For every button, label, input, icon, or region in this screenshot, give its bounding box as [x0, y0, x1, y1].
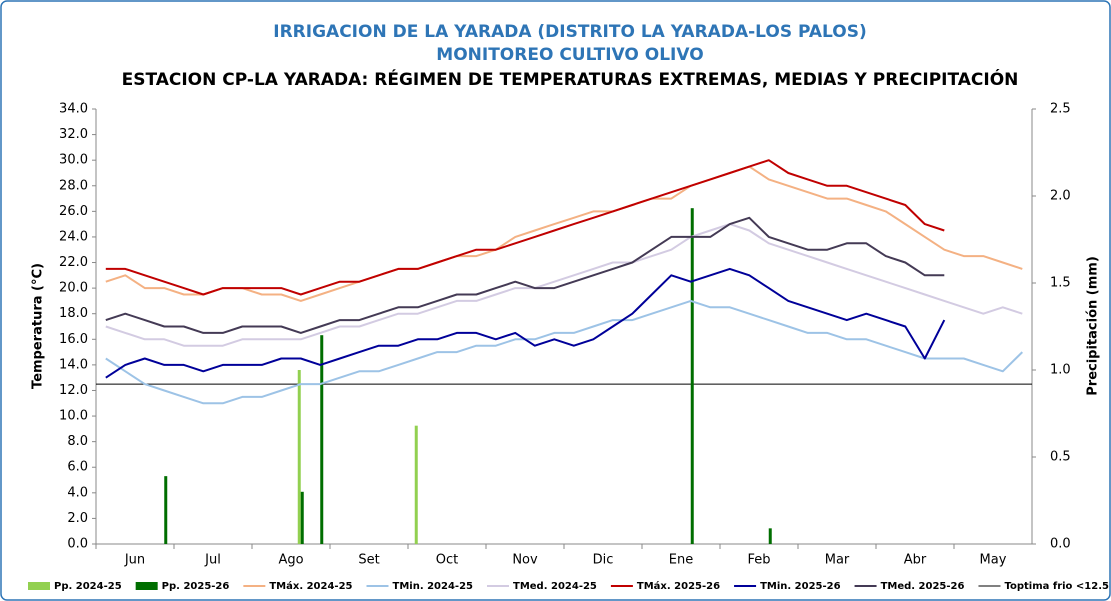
y2-axis-label: Precipitación (mm) — [1086, 256, 1101, 396]
y2-tick-label: 2.0 — [1050, 189, 1071, 204]
x-tick-label: Jun — [124, 553, 145, 568]
y-tick-label: 20.0 — [59, 281, 88, 296]
y-tick-label: 12.0 — [59, 383, 88, 398]
precip-bar — [320, 335, 324, 544]
y-tick-label: 30.0 — [59, 153, 88, 168]
y-tick-label: 6.0 — [67, 460, 88, 475]
y-tick-label: 22.0 — [59, 255, 88, 270]
y-tick-label: 32.0 — [59, 127, 88, 142]
y2-tick-label: 0.0 — [1050, 537, 1071, 552]
x-tick-label: Set — [358, 553, 379, 568]
y2-tick-label: 0.5 — [1050, 450, 1071, 465]
y-tick-label: 18.0 — [59, 306, 88, 321]
y-tick-label: 28.0 — [59, 178, 88, 193]
x-tick-label: Nov — [512, 553, 538, 568]
x-tick-label: Abr — [904, 553, 927, 568]
legend-label: Pp. 2024-25 — [54, 581, 122, 592]
y-tick-label: 2.0 — [67, 511, 88, 526]
x-tick-label: Dic — [593, 553, 614, 568]
legend-label: TMáx. 2024-25 — [269, 580, 352, 592]
legend-swatch — [135, 582, 158, 590]
x-tick-label: Ene — [669, 553, 693, 568]
precip-bar — [300, 491, 304, 544]
legend-label: TMin. 2025-26 — [760, 581, 841, 592]
chart-title: IRRIGACION DE LA YARADA (DISTRITO LA YAR… — [273, 22, 867, 42]
legend-label: TMed. 2025-26 — [881, 581, 965, 592]
precip-bar — [768, 528, 772, 544]
y-tick-label: 34.0 — [59, 102, 88, 117]
chart-heading: ESTACION CP-LA YARADA: RÉGIMEN DE TEMPER… — [122, 68, 1019, 90]
legend-swatch — [28, 582, 50, 590]
legend-label: TMed. 2024-25 — [513, 581, 597, 592]
precip-bar — [297, 370, 301, 544]
legend-label: TMin. 2024-25 — [393, 581, 474, 592]
x-tick-label: Feb — [747, 553, 770, 568]
precip-bar — [414, 425, 418, 544]
temperature-line — [105, 267, 946, 379]
legend-label: Toptima frio <12.5 °C — [1004, 581, 1111, 592]
y-tick-label: 0.0 — [67, 537, 88, 552]
precip-bar — [690, 208, 694, 544]
y-tick-label: 24.0 — [59, 229, 88, 244]
temperature-line — [105, 299, 1024, 405]
y2-tick-label: 1.0 — [1050, 363, 1071, 378]
temperature-line — [105, 165, 1023, 302]
y-tick-label: 4.0 — [67, 485, 88, 500]
temperature-line — [105, 216, 945, 334]
y-tick-label: 14.0 — [59, 357, 88, 372]
x-tick-label: Jul — [204, 553, 221, 568]
y2-tick-label: 2.5 — [1050, 102, 1071, 117]
x-tick-label: Mar — [825, 553, 850, 568]
y-tick-label: 26.0 — [59, 204, 88, 219]
x-tick-label: Ago — [278, 553, 303, 568]
legend-label: TMáx. 2025-26 — [637, 580, 720, 592]
temperature-line — [105, 159, 945, 296]
precip-bar — [164, 476, 168, 544]
y-tick-label: 10.0 — [59, 409, 88, 424]
y-axis-label: Temperatura (°C) — [31, 263, 46, 389]
x-tick-label: Oct — [436, 553, 458, 568]
chart-subtitle: MONITOREO CULTIVO OLIVO — [436, 45, 703, 65]
y-tick-label: 16.0 — [59, 332, 88, 347]
x-tick-label: May — [980, 553, 1007, 568]
legend-label: Pp. 2025-26 — [162, 581, 230, 592]
temperature-line — [105, 223, 1023, 347]
y-tick-label: 8.0 — [67, 434, 88, 449]
y2-tick-label: 1.5 — [1050, 276, 1071, 291]
